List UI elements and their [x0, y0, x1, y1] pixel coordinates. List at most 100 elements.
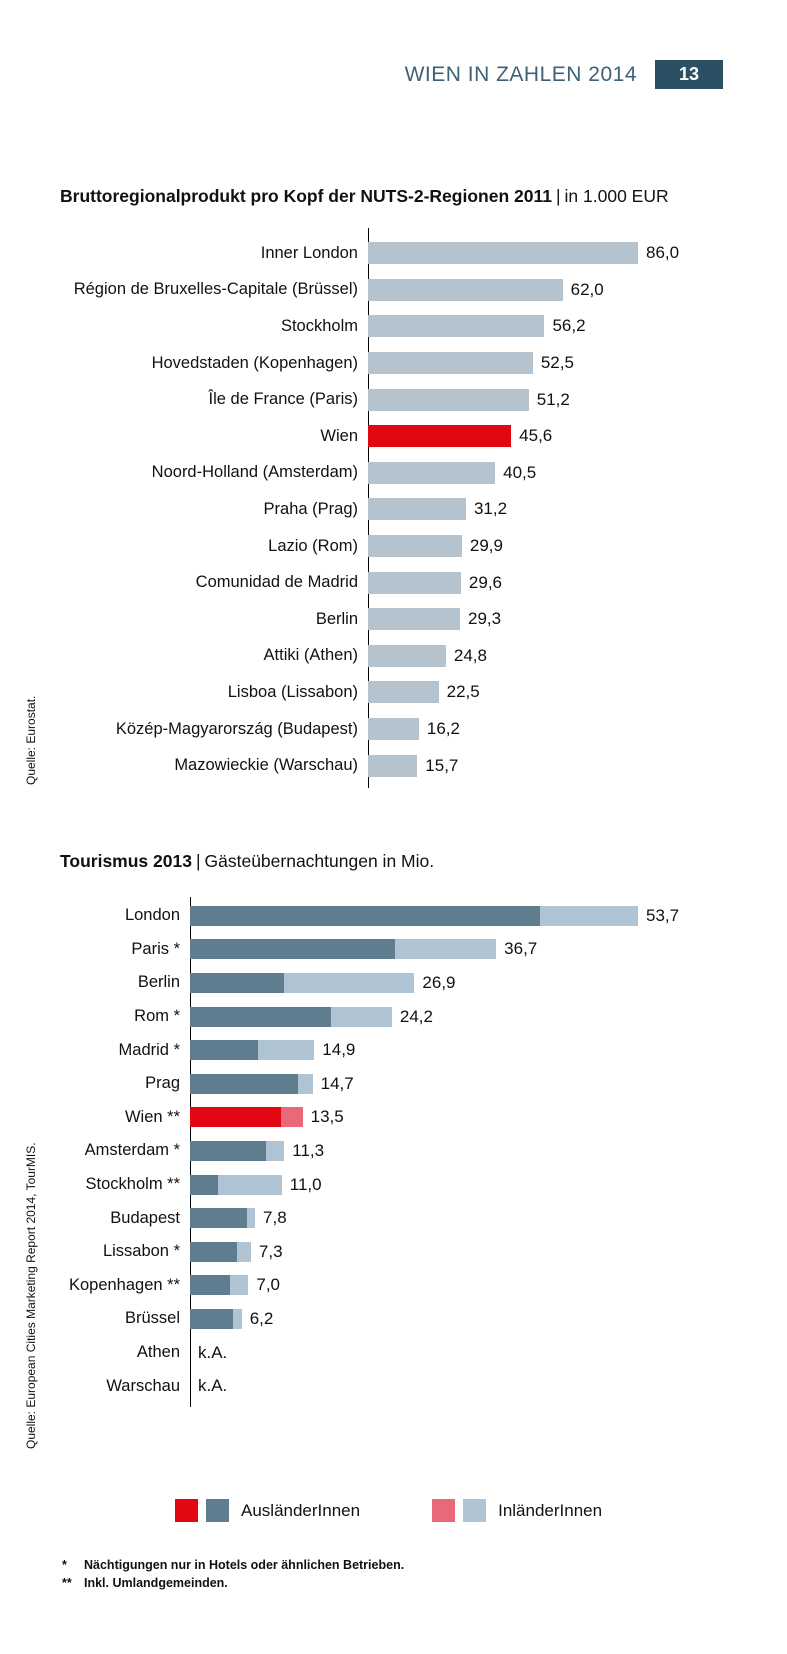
chart1-value-label: 62,0 [570, 279, 604, 299]
chart1-row: Wien 45,6 [36, 418, 756, 455]
chart2-segment-inlaenderinnen [297, 1073, 313, 1094]
chart2-segment-auslaenderinnen [190, 905, 541, 926]
chart2-stacked-bar [190, 1208, 256, 1229]
chart1-value-label: 29,3 [467, 609, 502, 629]
chart1-row-label: Stockholm [280, 316, 358, 335]
chart1-bar [368, 608, 460, 631]
chart1-value-label: 22,5 [446, 682, 480, 702]
chart2-stacked-bar [190, 1073, 313, 1094]
chart1-value-label: 15,7 [425, 755, 459, 775]
chart2-segment-auslaenderinnen [190, 1073, 298, 1094]
chart2-row-label: London [124, 906, 180, 925]
chart2-value-label: 6,2 [249, 1308, 274, 1328]
chart2-value-label: 53,7 [645, 905, 680, 925]
chart2-row-label: Rom * [134, 1007, 180, 1026]
chart1-row-label: Praha (Prag) [263, 499, 358, 518]
chart2-stacked-bar [190, 1241, 251, 1262]
chart2-row-label: Amsterdam * [84, 1141, 180, 1160]
footnote-marker: ** [62, 1576, 72, 1590]
chart1-row: Praha (Prag) 31,2 [36, 491, 756, 528]
chart1-bar [368, 278, 563, 301]
chart2-segment-inlaenderinnen [257, 1040, 315, 1061]
chart2-row: Kopenhagen ** 7,0 [40, 1269, 760, 1303]
chart1-row-label: Île de France (Paris) [208, 390, 358, 409]
chart2-row-label: Athen [136, 1343, 180, 1362]
chart2-stacked-bar [190, 1174, 282, 1195]
chart2-title-main: Tourismus 2013 [60, 851, 192, 871]
chart2-segment-auslaenderinnen [190, 1140, 266, 1161]
chart1-bars: Inner London 86,0 Région de Bruxelles-Capi… [36, 235, 756, 784]
chart2-value-label: k.A. [198, 1376, 228, 1396]
chart2-segment-auslaenderinnen [190, 1107, 281, 1128]
page-number-badge: 13 [655, 60, 723, 89]
chart2-segment-auslaenderinnen [190, 1208, 247, 1229]
chart2-segment-auslaenderinnen [190, 939, 396, 960]
legend-label: InländerInnen [498, 1500, 603, 1520]
chart2-row-label: Warschau [106, 1376, 180, 1395]
chart1-row: Lisboa (Lissabon) 22,5 [36, 674, 756, 711]
chart1-value-label: 29,9 [469, 536, 503, 556]
chart1-row-label: Wien [320, 426, 358, 445]
chart1-row: Mazowieckie (Warschau) 15,7 [36, 747, 756, 784]
legend-swatch-light-slate [463, 1499, 487, 1522]
chart2-value-label: 36,7 [504, 939, 538, 959]
chart2-segment-inlaenderinnen [233, 1308, 242, 1329]
chart1-row: Attiki (Athen) 24,8 [36, 638, 756, 675]
chart1-row-label: Lazio (Rom) [268, 536, 358, 555]
chart2-title-separator: | [195, 851, 201, 871]
chart1-bar [368, 535, 462, 558]
chart1-row-label: Noord-Holland (Amsterdam) [151, 463, 358, 482]
chart1-bar [368, 571, 461, 594]
chart2-row: Lissabon * 7,3 [40, 1235, 760, 1269]
chart1-value-label: 40,5 [503, 462, 537, 482]
chart1-row: Île de France (Paris) 51,2 [36, 381, 756, 418]
chart2-row-label: Brüssel [124, 1309, 180, 1328]
chart2-segment-inlaenderinnen [230, 1275, 249, 1296]
chart2-segment-auslaenderinnen [190, 1308, 234, 1329]
chart1-bar [368, 425, 512, 448]
chart2-title: Tourismus 2013 | Gästeübernachtungen in Mi… [60, 851, 434, 872]
chart1-value-label: 24,8 [453, 645, 487, 665]
chart1-row-label: Comunidad de Madrid [195, 573, 358, 592]
chart2-row-label: Berlin [137, 973, 180, 992]
chart2-row: Stockholm ** 11,0 [40, 1168, 760, 1202]
chart2-row: Paris * 36,7 [40, 933, 760, 967]
chart2-segment-inlaenderinnen [540, 905, 638, 926]
legend-item: InländerInnen [432, 1499, 602, 1522]
chart1-source: Quelle: Eurostat. [24, 695, 38, 785]
chart2-segment-auslaenderinnen [190, 1241, 237, 1262]
chart1-value-label: 86,0 [646, 243, 680, 263]
chart1-row: Berlin 29,3 [36, 601, 756, 638]
chart2-row-label: Stockholm ** [85, 1175, 180, 1194]
chart2-row: Berlin 26,9 [40, 966, 760, 1000]
chart2-value-label: 13,5 [310, 1107, 344, 1127]
chart2-stacked-bar [190, 1006, 392, 1027]
footnote-line: ** Inkl. Umlandgemeinden. [62, 1574, 404, 1592]
chart2-segment-inlaenderinnen [280, 1107, 303, 1128]
chart2-segment-inlaenderinnen [246, 1208, 256, 1229]
chart1-row: Comunidad de Madrid 29,6 [36, 564, 756, 601]
chart1-title-separator: | [555, 186, 561, 206]
page-number: 13 [678, 64, 700, 84]
chart1-title-main: Bruttoregionalprodukt pro Kopf der NUTS-… [60, 186, 552, 206]
chart2-segment-inlaenderinnen [218, 1174, 282, 1195]
chart2-row: London 53,7 [40, 899, 760, 933]
chart1-row-label: Attiki (Athen) [263, 646, 358, 665]
chart2-stacked-bar [190, 972, 415, 993]
chart2-segment-auslaenderinnen [190, 972, 285, 993]
chart2-row: Warschau k.A. [40, 1369, 760, 1403]
legend-swatch-dark-slate [206, 1499, 229, 1522]
chart1-value-label: 52,5 [540, 353, 574, 373]
chart1-row: Inner London 86,0 [36, 235, 756, 272]
chart2-value-label: 26,9 [422, 972, 456, 992]
chart2-value-label: 14,9 [322, 1040, 356, 1060]
chart2-title-unit: Gästeübernachtungen in Mio. [204, 851, 435, 871]
footnote-marker: * [62, 1558, 67, 1572]
chart2-segment-inlaenderinnen [236, 1241, 251, 1262]
chart2-row-label: Madrid * [118, 1040, 180, 1059]
legend-label: AusländerInnen [241, 1500, 361, 1520]
chart2-segment-auslaenderinnen [190, 1275, 231, 1296]
chart2-stacked-bar [190, 1040, 315, 1061]
chart1-bar [368, 498, 466, 521]
